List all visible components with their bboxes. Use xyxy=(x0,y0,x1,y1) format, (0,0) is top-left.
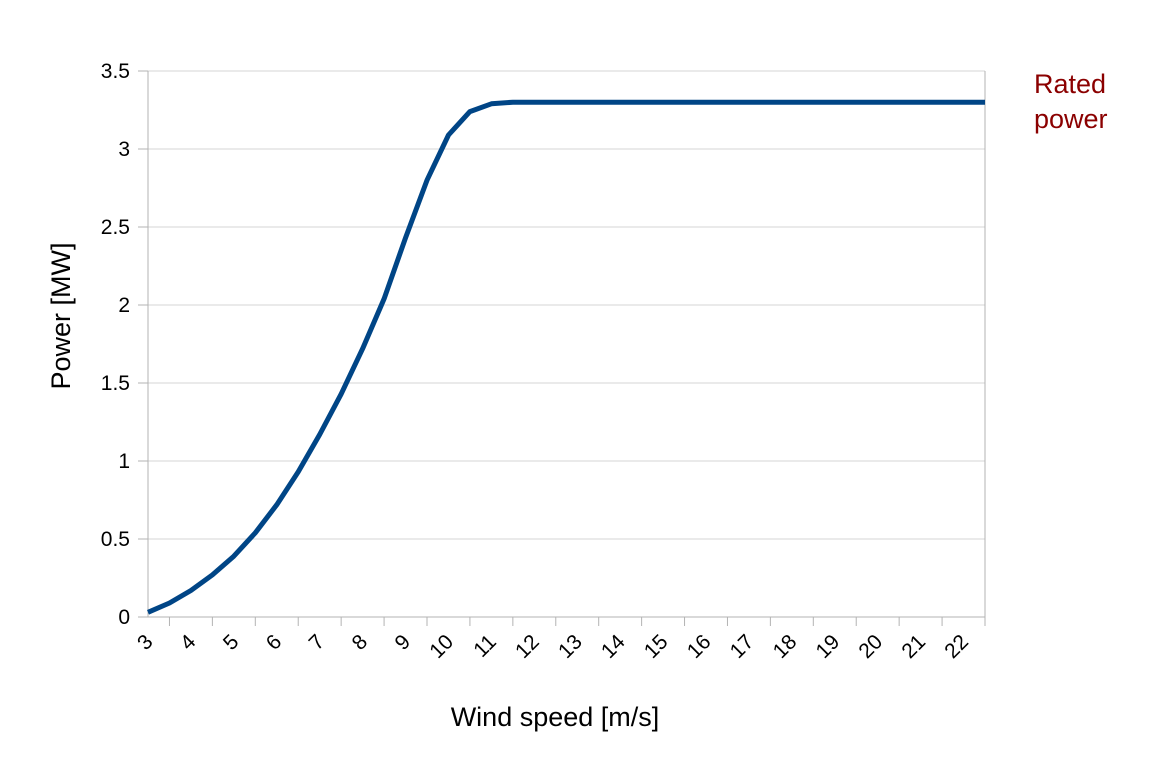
x-axis-label: Wind speed [m/s] xyxy=(451,702,660,732)
axes xyxy=(138,70,986,626)
x-tick-label: 16 xyxy=(683,630,716,663)
y-tick-label: 1.5 xyxy=(101,372,130,395)
annotation-line-2: power xyxy=(1034,104,1108,134)
x-tick-label: 21 xyxy=(897,630,930,663)
x-tick-label: 20 xyxy=(854,630,887,663)
x-tick-label: 14 xyxy=(597,630,630,663)
x-tick-label: 4 xyxy=(176,630,201,655)
x-tick-label: 8 xyxy=(348,630,373,655)
x-tick-label: 5 xyxy=(219,630,244,655)
x-tick-label: 22 xyxy=(940,630,973,663)
grid-lines xyxy=(148,70,985,540)
x-tick-label: 6 xyxy=(262,630,287,655)
x-tick-label: 13 xyxy=(554,630,587,663)
x-tick-labels: 3 4 5 6 7 8 9 10 11 12 13 14 15 16 17 18 19 20 21 22 xyxy=(133,630,973,663)
y-tick-label: 2.5 xyxy=(101,216,130,239)
x-tick-label: 9 xyxy=(391,630,416,655)
y-tick-label: 3.5 xyxy=(101,60,130,83)
series-group xyxy=(147,99,985,615)
x-tick-label: 10 xyxy=(425,630,458,663)
y-tick-labels: 0 0.5 1 1.5 2 2.5 3 3.5 xyxy=(101,60,130,629)
y-tick-label: 0 xyxy=(118,606,130,629)
x-tick-label: 11 xyxy=(469,630,501,662)
x-tick-label: 7 xyxy=(305,630,330,655)
x-tick-label: 17 xyxy=(726,630,759,663)
y-tick-label: 3 xyxy=(118,138,130,161)
power-curve-line xyxy=(147,99,985,615)
x-tick-label: 15 xyxy=(640,630,673,663)
y-tick-label: 1 xyxy=(118,450,130,473)
x-tick-label: 3 xyxy=(133,630,158,655)
annotation-line-1: Rated xyxy=(1034,69,1106,99)
x-tick-label: 18 xyxy=(769,630,802,663)
y-tick-label: 2 xyxy=(118,294,130,317)
x-tick-label: 19 xyxy=(812,630,845,663)
rated-power-annotation: Rated power xyxy=(1034,69,1114,134)
y-tick-label: 0.5 xyxy=(101,528,130,551)
y-axis-label: Power [MW] xyxy=(46,242,76,389)
x-tick-label: 12 xyxy=(511,630,544,663)
